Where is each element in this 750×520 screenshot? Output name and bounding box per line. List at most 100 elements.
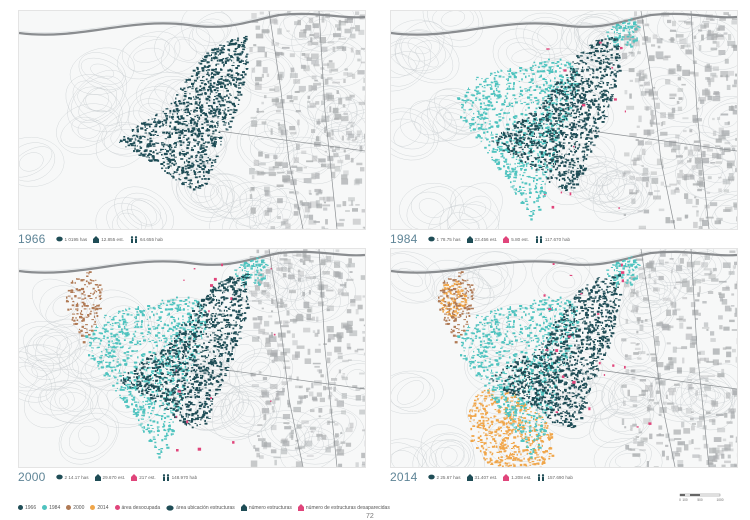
settlement-1966: [209, 125, 212, 128]
settlement-1966: [190, 183, 193, 185]
settlement-1984: [156, 312, 158, 315]
settlement-1966: [217, 116, 220, 117]
urban-block: [272, 410, 275, 413]
settlement-1984: [497, 161, 501, 163]
settlement-1966: [228, 122, 230, 125]
settlement-1984: [135, 317, 137, 320]
settlement-1966: [162, 145, 165, 148]
urban-block: [279, 320, 283, 324]
settlement-1966: [186, 159, 188, 162]
settlement-1984: [520, 123, 522, 125]
settlement-1984: [482, 111, 485, 114]
settlement-1966: [182, 121, 184, 123]
urban-block: [728, 70, 735, 76]
settlement-1984: [616, 37, 620, 39]
settlement-1966: [179, 122, 182, 125]
settlement-1984: [506, 174, 510, 177]
urban-block: [350, 200, 354, 206]
urban-block: [273, 155, 278, 160]
settlement-2000: [85, 280, 88, 283]
settlement-1984: [551, 102, 555, 105]
settlement-1966: [547, 130, 550, 133]
settlement-1984: [625, 25, 627, 27]
settlement-1966: [232, 78, 235, 81]
urban-block: [278, 124, 286, 130]
settlement-1966: [212, 159, 216, 161]
settlement-1984: [122, 313, 126, 315]
settlement-1966: [572, 86, 576, 89]
urban-block: [265, 337, 271, 344]
settlement-1966: [168, 147, 171, 149]
urban-block: [356, 130, 362, 136]
settlement-1984: [539, 134, 543, 137]
settlement-1984: [529, 144, 531, 147]
settlement-1984: [121, 328, 123, 331]
settlement-1984: [168, 341, 170, 344]
settlement-1966: [131, 129, 135, 131]
settlement-1984: [193, 331, 196, 334]
settlement-1966: [171, 154, 173, 157]
urban-block: [660, 122, 663, 127]
settlement-1984: [540, 120, 543, 123]
settlement-1966: [605, 73, 608, 76]
settlement-1966: [175, 144, 177, 147]
urban-block: [306, 314, 311, 321]
settlement-1984: [499, 145, 502, 148]
settlement-2000: [94, 308, 96, 311]
settlement-1984: [141, 314, 145, 317]
urban-block: [251, 372, 254, 377]
settlement-1984: [186, 379, 188, 382]
settlement-1966: [199, 146, 203, 148]
settlement-1966: [246, 53, 249, 55]
settlement-1966: [163, 165, 165, 167]
settlement-1984: [106, 356, 109, 357]
settlement-1966: [227, 109, 230, 112]
settlement-1984: [110, 328, 114, 330]
settlement-1984: [482, 94, 485, 97]
settlement-1984: [501, 152, 503, 155]
settlement-1984: [540, 190, 543, 193]
settlement-1966: [603, 44, 606, 46]
settlement-1984: [524, 88, 527, 90]
settlement-1966: [189, 165, 193, 168]
urban-block: [319, 397, 325, 403]
settlement-1984: [112, 342, 116, 344]
settlement-1966: [217, 54, 219, 56]
settlement-1966: [214, 54, 216, 56]
urban-block: [293, 157, 299, 163]
urban-block: [346, 343, 351, 349]
settlement-1966: [208, 129, 210, 132]
urban-block: [309, 34, 315, 37]
settlement-1966: [606, 50, 608, 52]
settlement-1966: [152, 145, 156, 147]
settlement-1966: [578, 172, 581, 175]
settlement-1966: [600, 96, 602, 99]
settlement-1966: [205, 102, 208, 104]
urban-block: [283, 320, 289, 326]
settlement-1966: [238, 99, 241, 101]
settlement-1966: [184, 177, 188, 180]
settlement-2000: [75, 305, 79, 307]
settlement-1966: [599, 106, 601, 109]
settlement-1984: [542, 77, 546, 80]
settlement-1966: [210, 166, 212, 168]
settlement-1966: [611, 37, 613, 40]
vacant-area: [618, 207, 620, 210]
settlement-1966: [193, 145, 196, 147]
stat-structures: 12.855 est.: [93, 235, 124, 243]
settlement-1984: [133, 316, 135, 318]
settlement-1984: [514, 163, 516, 165]
settlement-1966: [580, 79, 583, 82]
urban-block: [710, 72, 717, 77]
urban-block: [257, 424, 263, 426]
settlement-1966: [603, 110, 605, 112]
settlement-1966: [610, 84, 613, 86]
settlement-1966: [539, 167, 543, 169]
settlement-1966: [547, 128, 549, 131]
urban-block: [710, 162, 716, 164]
settlement-1966: [564, 110, 567, 112]
settlement-2000: [81, 305, 83, 308]
settlement-1966: [242, 63, 245, 65]
urban-block: [337, 446, 342, 450]
settlement-1984: [480, 113, 484, 117]
